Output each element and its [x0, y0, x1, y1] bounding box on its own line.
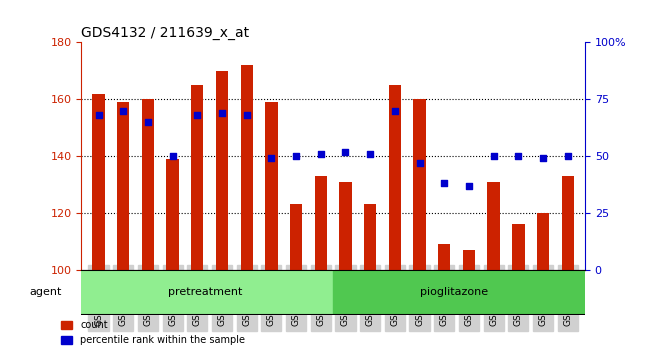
Point	[538, 155, 548, 161]
Bar	[339, 182, 352, 270]
Point	[143, 119, 153, 125]
Bar	[117, 102, 129, 270]
Point	[365, 151, 375, 156]
Bar	[166, 159, 179, 270]
Bar	[216, 71, 228, 270]
Bar	[364, 204, 376, 270]
Bar	[488, 182, 500, 270]
Bar	[191, 85, 203, 270]
Bar	[315, 176, 327, 270]
Point	[488, 153, 499, 159]
Bar	[333, 270, 585, 315]
Point	[291, 153, 302, 159]
Bar	[562, 176, 574, 270]
Point	[463, 183, 474, 188]
Point	[340, 149, 350, 154]
Point	[414, 160, 424, 166]
Bar	[290, 204, 302, 270]
Bar	[81, 270, 333, 315]
Point	[94, 112, 104, 118]
Bar	[92, 93, 105, 270]
Point	[316, 151, 326, 156]
Bar	[537, 213, 549, 270]
Bar	[142, 99, 154, 270]
Point	[389, 108, 400, 113]
Point	[513, 153, 523, 159]
Bar	[438, 244, 450, 270]
Bar	[463, 250, 475, 270]
Point	[118, 108, 129, 113]
Point	[192, 112, 203, 118]
Point	[562, 153, 573, 159]
Text: pioglitazone: pioglitazone	[420, 287, 488, 297]
Point	[266, 155, 277, 161]
Text: agent: agent	[29, 287, 62, 297]
Legend: count, percentile rank within the sample: count, percentile rank within the sample	[57, 316, 249, 349]
Bar	[389, 85, 401, 270]
Bar	[512, 224, 525, 270]
Point	[217, 110, 228, 116]
Bar	[240, 65, 253, 270]
Bar	[265, 102, 278, 270]
Bar	[413, 99, 426, 270]
Text: pretreatment: pretreatment	[168, 287, 242, 297]
Point	[242, 112, 252, 118]
Point	[439, 181, 449, 186]
Text: GDS4132 / 211639_x_at: GDS4132 / 211639_x_at	[81, 26, 250, 40]
Point	[168, 153, 178, 159]
